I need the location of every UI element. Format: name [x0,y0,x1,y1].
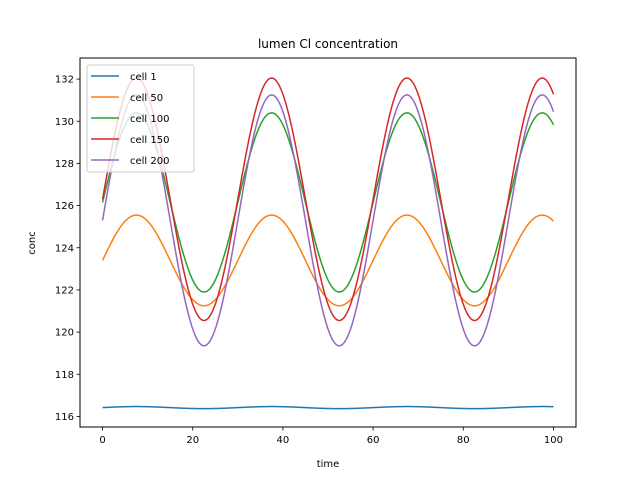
y-tick-label: 118 [55,370,74,381]
series-line-5 [101,94,555,347]
legend-entry-label: cell 200 [130,156,169,167]
y-tick-label: 132 [55,75,74,86]
x-tick-label: 20 [186,435,199,446]
y-tick-label: 120 [55,328,74,339]
legend-entry-label: cell 100 [130,114,169,125]
legend: cell 1 cell 50 cell 100 cell 150 cell 200 [86,64,195,173]
legend-entry-label: cell 150 [130,135,169,146]
y-tick-label: 116 [55,412,74,423]
x-axis-label: time [317,459,340,470]
x-tick-label: 0 [99,435,105,446]
x-tick-label: 60 [367,435,380,446]
x-tick-label: 40 [277,435,290,446]
y-axis-label: conc [27,231,38,254]
y-tick-label: 130 [55,117,74,128]
chart-title: lumen Cl concentration [258,37,398,51]
y-tick-label: 122 [55,285,74,296]
legend-box [86,64,195,173]
x-axis-ticks: 0 20 40 60 80 100 [99,427,563,446]
y-tick-label: 124 [55,243,74,254]
y-axis-ticks: 116 118 120 122 124 126 128 130 132 [55,75,80,423]
y-tick-label: 126 [55,201,74,212]
x-tick-label: 80 [457,435,470,446]
y-tick-label: 128 [55,159,74,170]
series-line-2 [101,214,554,307]
plot-lines [101,77,555,410]
legend-entry-label: cell 50 [130,93,163,104]
series-line-1 [102,405,554,410]
series-line-3 [101,112,555,293]
legend-entry-label: cell 1 [130,72,157,83]
plot-frame [79,57,577,428]
series-line-4 [101,77,555,322]
x-tick-label: 100 [544,435,563,446]
